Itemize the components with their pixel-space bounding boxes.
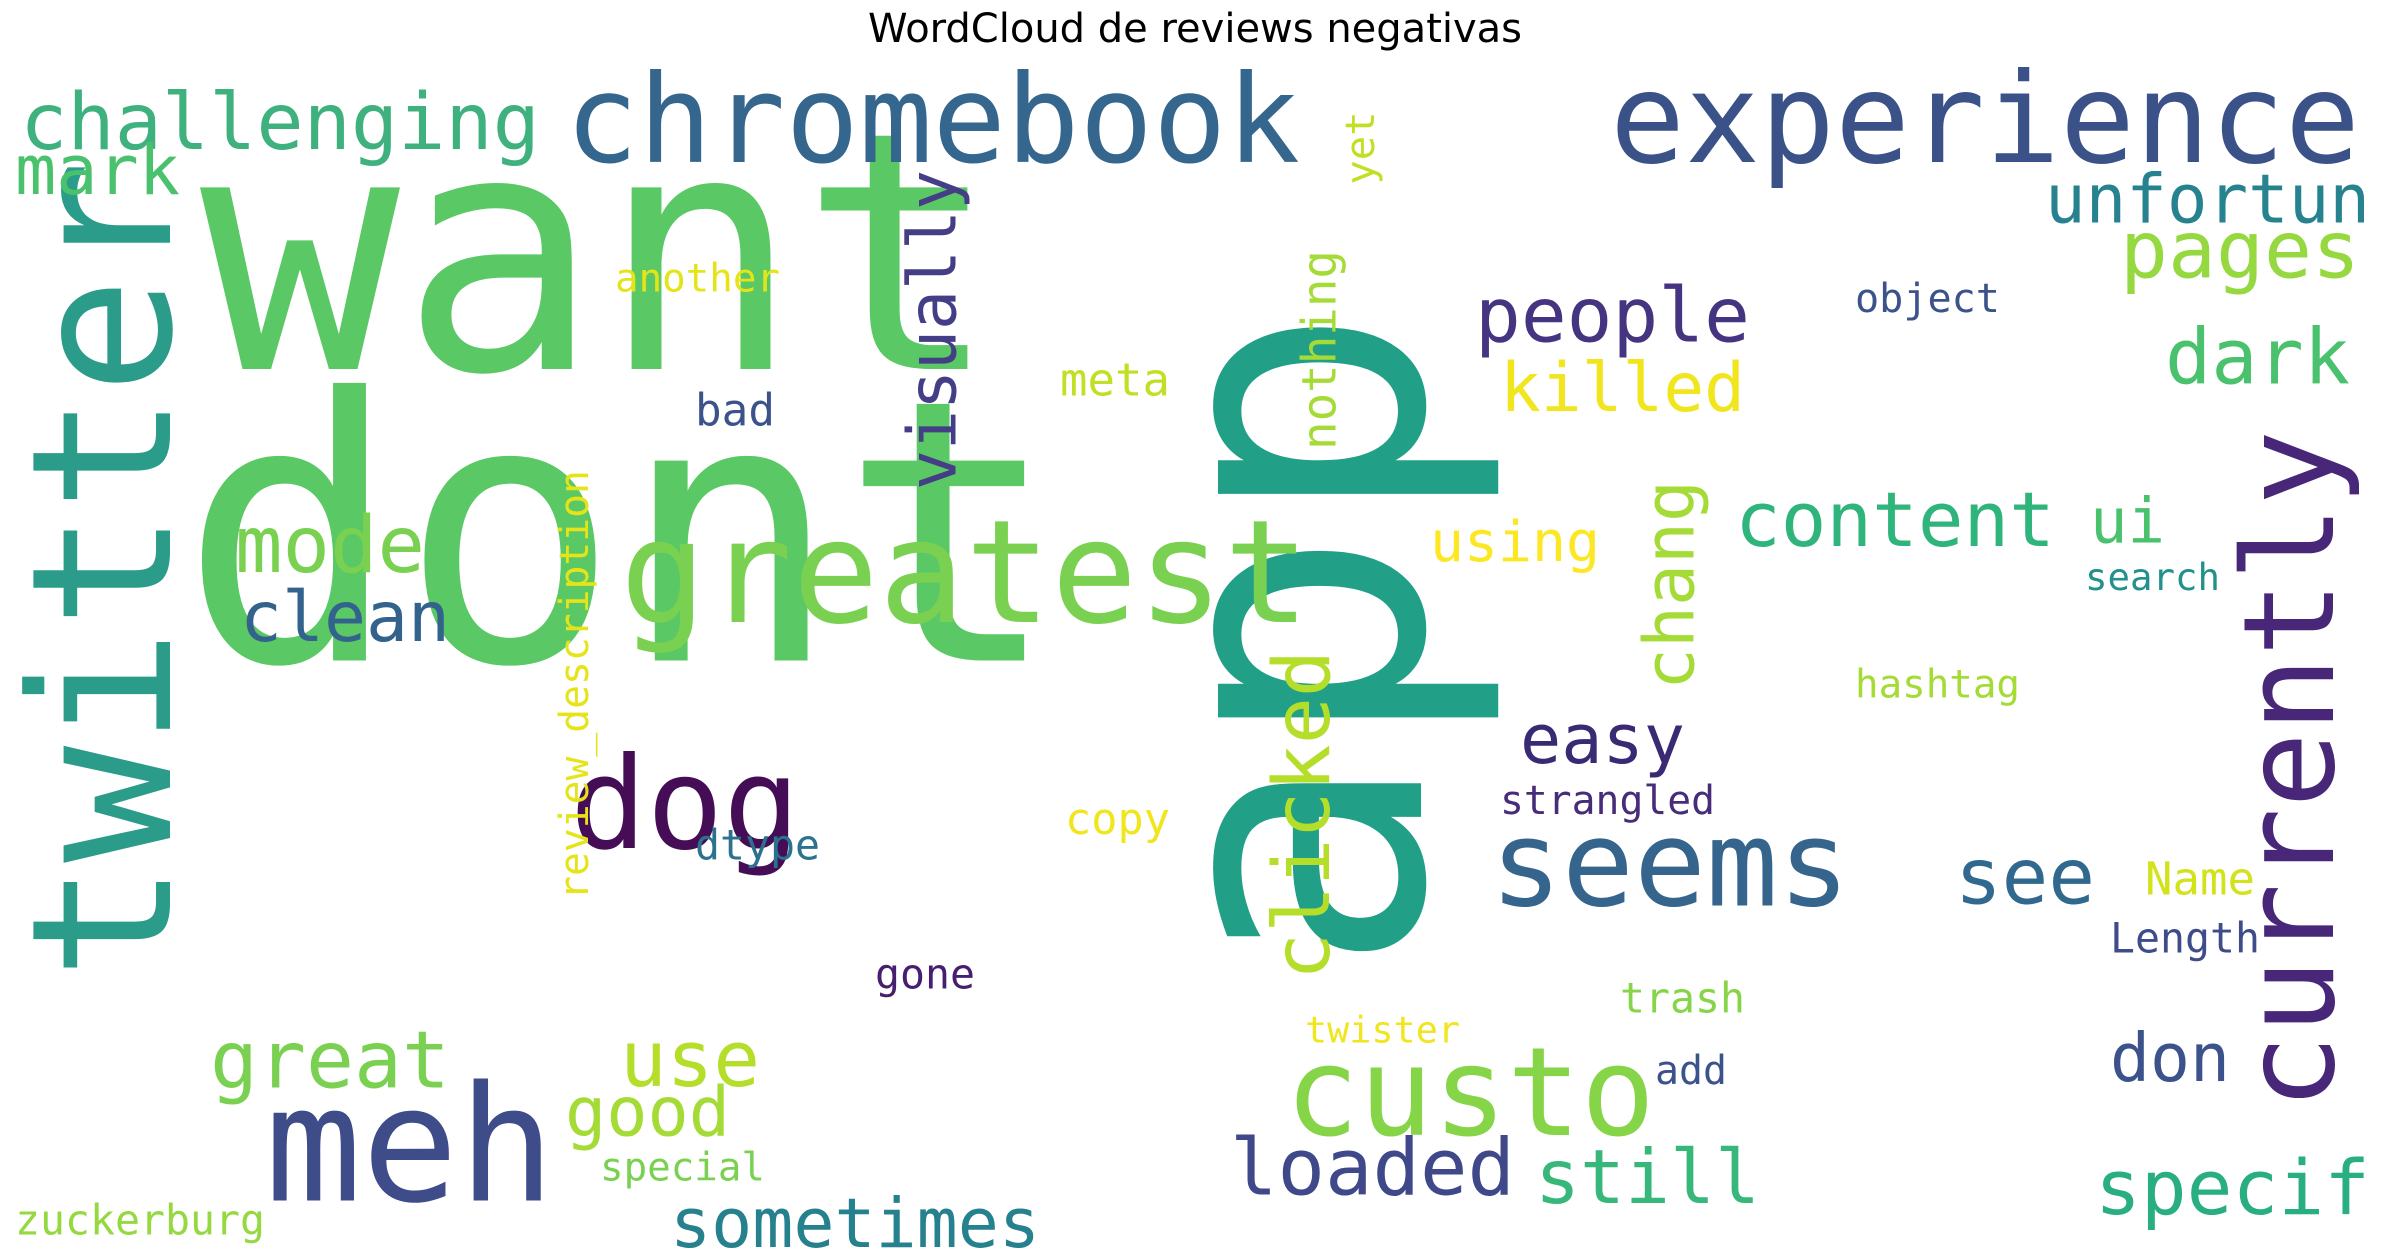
- word-challenging: challenging: [20, 76, 540, 168]
- word-greatest: greatest: [620, 489, 1310, 656]
- word-zuckerburg: zuckerburg: [15, 1196, 265, 1245]
- word-bad: bad: [695, 386, 775, 437]
- word-mode: mode: [235, 499, 425, 591]
- word-mark: mark: [15, 131, 180, 211]
- word-content: content: [1735, 476, 2055, 564]
- word-sometimes: sometimes: [670, 1185, 1040, 1253]
- word-twitter: twitter: [0, 160, 216, 980]
- word-currently: currently: [2217, 430, 2363, 1110]
- word-another: another: [615, 257, 780, 302]
- word-visually: visually: [894, 170, 972, 490]
- word-unfortun: unfortun: [2045, 160, 2370, 239]
- word-twister: twister: [1305, 1009, 1460, 1052]
- word-dog: dog: [570, 731, 800, 879]
- word-dont: dont: [180, 323, 1060, 748]
- word-special: special: [600, 1146, 765, 1191]
- word-name: Name: [2145, 853, 2255, 906]
- word-object: object: [1855, 276, 2000, 322]
- word-search: search: [2085, 555, 2220, 599]
- word-seems: seems: [1490, 796, 1850, 935]
- word-don: don: [2110, 1019, 2230, 1097]
- word-nothing: nothing: [1293, 250, 1348, 450]
- word-trash: trash: [1620, 974, 1745, 1023]
- word-killed: killed: [1500, 348, 1745, 427]
- word-chang: chang: [1630, 480, 1711, 690]
- word-yet: yet: [1336, 111, 1384, 184]
- word-length: Length: [2110, 914, 2260, 963]
- word-still: still: [1535, 1134, 1760, 1221]
- word-meta: meta: [1060, 354, 1170, 407]
- word-ui: ui: [2090, 485, 2165, 558]
- word-easy: easy: [1520, 700, 1685, 780]
- word-review-description: review_description: [552, 470, 598, 900]
- word-add: add: [1655, 1048, 1727, 1094]
- word-pages: pages: [2120, 204, 2360, 297]
- word-specif: specif: [2095, 1143, 2370, 1232]
- word-strangled: strangled: [1500, 778, 1715, 824]
- word-clicked: clicked: [1257, 650, 1348, 980]
- word-see: see: [1955, 833, 2095, 923]
- word-hashtag: hashtag: [1855, 663, 2020, 708]
- word-good: good: [565, 1073, 730, 1153]
- word-dark: dark: [2165, 314, 2350, 403]
- word-use: use: [620, 1015, 760, 1105]
- word-app: app: [1076, 305, 1509, 976]
- word-people: people: [1475, 271, 1750, 360]
- word-clean: clean: [240, 577, 450, 658]
- word-gone: gone: [875, 950, 975, 999]
- word-copy: copy: [1065, 795, 1170, 845]
- word-using: using: [1430, 510, 1600, 575]
- chart-title: WordCloud de reviews negativas: [867, 6, 1523, 52]
- word-meh: meh: [265, 1052, 555, 1239]
- word-custo: custo: [1285, 1021, 1655, 1164]
- word-chromebook: chromebook: [565, 49, 1300, 191]
- word-loaded: loaded: [1230, 1122, 1515, 1214]
- word-great: great: [210, 1014, 450, 1107]
- word-want: want: [200, 62, 1000, 448]
- word-dtype: dtype: [695, 821, 820, 870]
- word-experience: experience: [1610, 47, 2360, 192]
